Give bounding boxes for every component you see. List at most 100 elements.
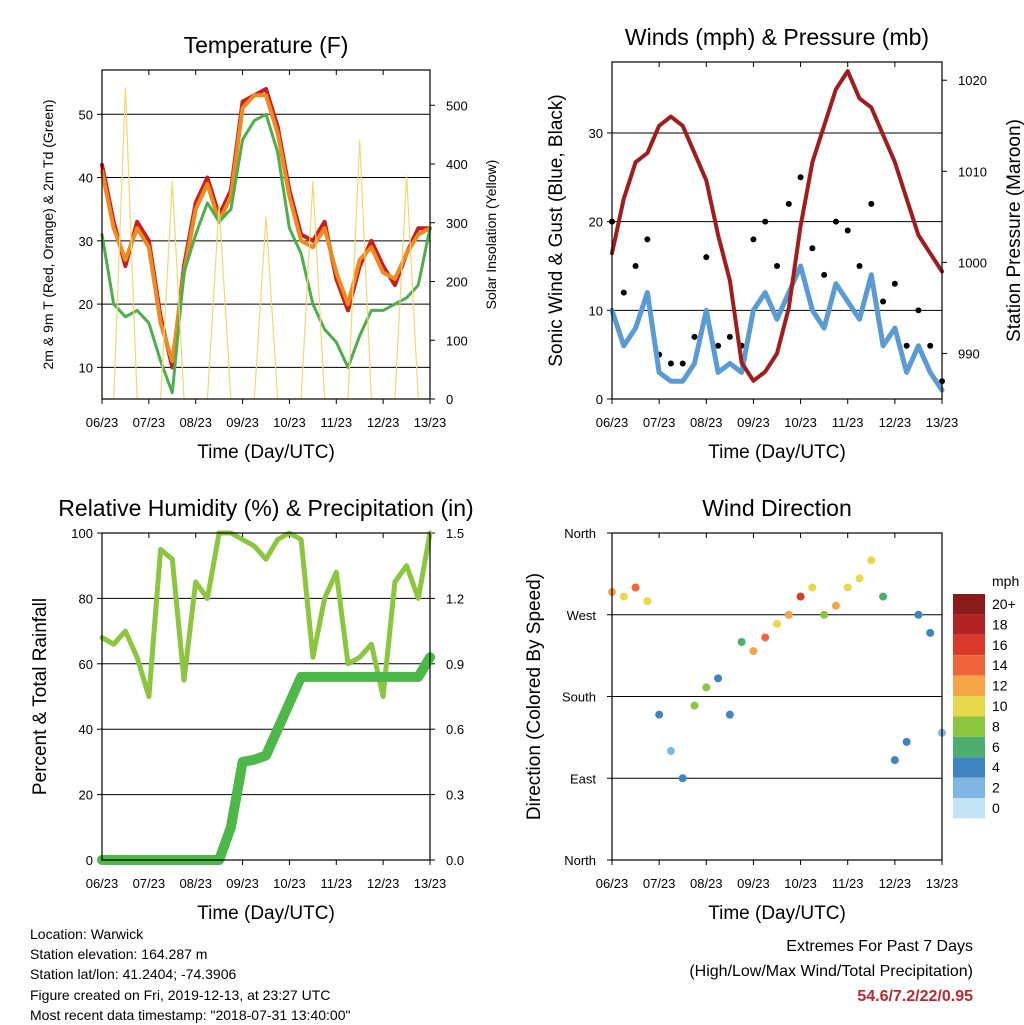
direction-point [714, 674, 723, 683]
direction-point [678, 774, 687, 783]
y-axis-label: 2m & 9m T (Red, Orange) & 2m Td (Green) [40, 100, 56, 370]
legend-swatch [953, 696, 985, 717]
x-axis-label: Time (Day/UTC) [197, 903, 335, 924]
gust-point [726, 333, 733, 340]
y-tick-label: 80 [79, 591, 93, 606]
legend-swatch [953, 634, 985, 656]
info-location: Location: Warwick [30, 926, 144, 942]
x-tick-label: 10/23 [784, 876, 817, 891]
panel-2: Winds (mph) & Pressure (mb) Time (Day/UTC… [546, 24, 1024, 463]
x-axis-label: Time (Day/UTC) [708, 903, 846, 924]
x-tick-label: 09/23 [737, 876, 770, 891]
panel-1: Temperature (F) Time (Day/UTC) 06/23 07/23 0… [40, 32, 499, 463]
gust-point [927, 342, 934, 349]
y2-tick-label: 990 [958, 346, 980, 361]
y-axis-label: Direction (Colored By Speed) [524, 573, 545, 820]
x-tick-label: 09/23 [737, 415, 770, 430]
gust-point [856, 262, 863, 269]
legend-label: 0 [992, 800, 1000, 816]
extremes-title: Extremes For Past 7 Days [786, 938, 973, 955]
plot-frame [101, 69, 431, 400]
direction-point [773, 619, 781, 628]
y2-tick-label: 400 [446, 157, 468, 172]
y2-tick-label: 500 [446, 98, 468, 113]
series-line [100, 112, 432, 395]
direction-point [702, 683, 711, 692]
gust-point [844, 227, 851, 234]
y-tick-label: 20 [79, 297, 93, 312]
gust-point [915, 307, 922, 314]
y-tick-label: North [564, 853, 596, 868]
extremes-box: Extremes For Past 7 Days (High/Low/Max W… [689, 934, 973, 1009]
x-tick-label: 06/23 [596, 415, 629, 430]
y-tick-label: South [562, 690, 596, 705]
y2-axis-label: Station Pressure (Maroon) [1004, 119, 1024, 342]
gust-point [750, 236, 757, 243]
x-tick-label: 13/23 [414, 876, 447, 891]
direction-point [831, 601, 840, 610]
x-tick-label: 08/23 [179, 876, 212, 891]
direction-point [737, 638, 746, 646]
y-tick-label: 30 [79, 234, 93, 249]
x-tick-label: 09/23 [226, 876, 259, 891]
y-tick-label: 0 [86, 853, 93, 868]
gust-point [797, 174, 804, 181]
direction-point [631, 583, 640, 592]
y-tick-label: West [567, 608, 597, 623]
legend-title: mph [992, 573, 1019, 589]
x-tick-label: 12/23 [879, 415, 912, 430]
y2-tick-label: 200 [446, 275, 468, 290]
gust-point [821, 271, 828, 278]
x-tick-label: 06/23 [86, 415, 119, 430]
x-tick-label: 10/23 [273, 876, 306, 891]
info-created: Figure created on Fri, 2019-12-13, at 23… [30, 986, 331, 1003]
info-timestamp: Most recent data timestamp: "2018-07-31 … [30, 1006, 351, 1023]
panel-3: Relative Humidity (%) & Precipitation (i… [30, 495, 474, 924]
direction-point [808, 583, 817, 592]
x-tick-label: 12/23 [879, 876, 912, 891]
extremes-values: 54.6/7.2/22/0.95 [857, 988, 973, 1005]
legend-label: 16 [992, 637, 1008, 653]
direction-point [867, 556, 876, 565]
direction-point [749, 647, 758, 656]
plot-frame [101, 532, 431, 861]
y-axis-label: Percent & Total Rainfall [30, 598, 51, 795]
gust-point [703, 254, 710, 261]
legend-swatch [953, 777, 985, 798]
y-tick-label: 50 [79, 107, 93, 122]
gust-point [868, 200, 875, 207]
direction-point [761, 633, 770, 642]
x-tick-label: 11/23 [320, 876, 352, 891]
y-tick-label: 40 [79, 171, 93, 186]
direction-point [619, 592, 628, 601]
y2-tick-label: 1.5 [446, 526, 464, 541]
direction-point [902, 737, 911, 746]
pressure-line [610, 69, 944, 383]
x-tick-label: 12/23 [367, 876, 400, 891]
y2-axis-label: Solar Insolation (Yellow) [483, 160, 499, 310]
x-tick-label: 10/23 [784, 415, 817, 430]
speed-legend: mph 20+ 18 16 14 12 10 8 6 4 2 0 [953, 573, 1019, 819]
x-tick-label: 11/23 [832, 415, 864, 430]
legend-swatch [953, 757, 985, 778]
x-tick-label: 13/23 [926, 876, 959, 891]
legend-label: 14 [992, 657, 1008, 673]
y-tick-label: 40 [79, 722, 93, 737]
gust-point [667, 360, 674, 367]
y-tick-label: 0 [596, 392, 603, 407]
gust-point [903, 342, 910, 349]
x-tick-label: 13/23 [926, 415, 959, 430]
x-tick-label: 06/23 [86, 876, 119, 891]
x-tick-label: 10/23 [273, 415, 306, 430]
x-axis-label: Time (Day/UTC) [197, 442, 335, 463]
chart-title: Wind Direction [702, 495, 852, 521]
direction-point [855, 574, 864, 583]
station-info: Location: Warwick Station elevation: 164… [30, 924, 350, 1025]
legend-swatch [953, 736, 985, 758]
y2-tick-label: 300 [446, 216, 468, 231]
direction-point [926, 628, 935, 637]
gust-point [644, 236, 651, 243]
y-axis-label: Sonic Wind & Gust (Blue, Black) [546, 94, 567, 366]
x-tick-label: 07/23 [643, 415, 676, 430]
